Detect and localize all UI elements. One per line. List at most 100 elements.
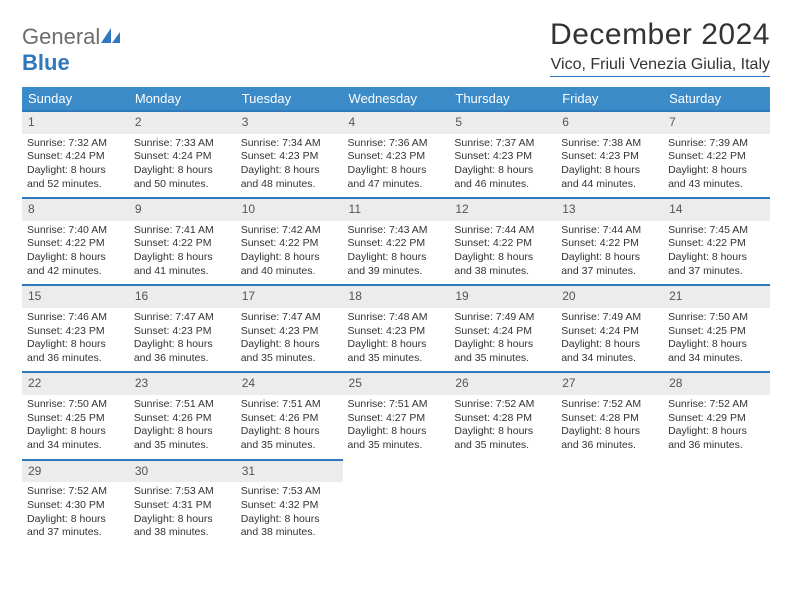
logo-text: General Blue [22, 24, 122, 76]
daylight: Daylight: 8 hoursand 38 minutes. [241, 513, 320, 539]
day-number-cell: 16 [129, 285, 236, 308]
day-number-cell: 20 [556, 285, 663, 308]
day-number-cell: 8 [22, 198, 129, 221]
sunset: Sunset: 4:22 PM [561, 237, 639, 249]
sunset: Sunset: 4:23 PM [134, 325, 212, 337]
sunrise: Sunrise: 7:52 AM [27, 485, 107, 497]
day-number-cell: 2 [129, 111, 236, 134]
daylight: Daylight: 8 hoursand 36 minutes. [668, 425, 747, 451]
sunset: Sunset: 4:22 PM [454, 237, 532, 249]
sunset: Sunset: 4:23 PM [241, 150, 319, 162]
daylight: Daylight: 8 hoursand 40 minutes. [241, 251, 320, 277]
sunrise: Sunrise: 7:44 AM [561, 224, 641, 236]
sunrise: Sunrise: 7:50 AM [668, 311, 748, 323]
day-info-cell: Sunrise: 7:37 AMSunset: 4:23 PMDaylight:… [449, 134, 556, 199]
sunrise: Sunrise: 7:39 AM [668, 137, 748, 149]
page-title: December 2024 [550, 18, 770, 52]
day-number-cell: 3 [236, 111, 343, 134]
day-info-cell: Sunrise: 7:46 AMSunset: 4:23 PMDaylight:… [22, 308, 129, 373]
day-number-cell: 26 [449, 372, 556, 395]
day-info-cell: Sunrise: 7:53 AMSunset: 4:32 PMDaylight:… [236, 482, 343, 546]
day-info-cell: Sunrise: 7:48 AMSunset: 4:23 PMDaylight:… [343, 308, 450, 373]
sunrise: Sunrise: 7:47 AM [241, 311, 321, 323]
sunrise: Sunrise: 7:42 AM [241, 224, 321, 236]
sunrise: Sunrise: 7:32 AM [27, 137, 107, 149]
day-info-cell: Sunrise: 7:44 AMSunset: 4:22 PMDaylight:… [449, 221, 556, 286]
logo-word-2: Blue [22, 50, 70, 75]
location-text: Vico, Friuli Venezia Giulia, Italy [550, 56, 770, 74]
logo-word-1: General [22, 24, 100, 49]
sunrise: Sunrise: 7:51 AM [134, 398, 214, 410]
sunrise: Sunrise: 7:52 AM [561, 398, 641, 410]
day-info-cell: Sunrise: 7:47 AMSunset: 4:23 PMDaylight:… [129, 308, 236, 373]
sunset: Sunset: 4:27 PM [348, 412, 426, 424]
daylight: Daylight: 8 hoursand 37 minutes. [561, 251, 640, 277]
sunset: Sunset: 4:29 PM [668, 412, 746, 424]
sunset: Sunset: 4:26 PM [241, 412, 319, 424]
day-info-cell: Sunrise: 7:49 AMSunset: 4:24 PMDaylight:… [449, 308, 556, 373]
daylight: Daylight: 8 hoursand 37 minutes. [27, 513, 106, 539]
sunset: Sunset: 4:22 PM [27, 237, 105, 249]
sunset: Sunset: 4:32 PM [241, 499, 319, 511]
day-number-cell: 23 [129, 372, 236, 395]
sunset: Sunset: 4:22 PM [668, 237, 746, 249]
title-block: December 2024 Vico, Friuli Venezia Giuli… [550, 18, 770, 77]
daylight: Daylight: 8 hoursand 47 minutes. [348, 164, 427, 190]
sunrise: Sunrise: 7:46 AM [27, 311, 107, 323]
day-info-cell: Sunrise: 7:42 AMSunset: 4:22 PMDaylight:… [236, 221, 343, 286]
day-number-cell: 9 [129, 198, 236, 221]
day-number-cell: 6 [556, 111, 663, 134]
sunrise: Sunrise: 7:33 AM [134, 137, 214, 149]
day-number-cell: 7 [663, 111, 770, 134]
sunset: Sunset: 4:23 PM [561, 150, 639, 162]
daylight: Daylight: 8 hoursand 35 minutes. [348, 338, 427, 364]
sunrise: Sunrise: 7:49 AM [454, 311, 534, 323]
calendar-head: SundayMondayTuesdayWednesdayThursdayFrid… [22, 87, 770, 111]
day-info-cell: Sunrise: 7:39 AMSunset: 4:22 PMDaylight:… [663, 134, 770, 199]
sunset: Sunset: 4:28 PM [561, 412, 639, 424]
day-info-cell: Sunrise: 7:50 AMSunset: 4:25 PMDaylight:… [22, 395, 129, 460]
daylight: Daylight: 8 hoursand 35 minutes. [348, 425, 427, 451]
daylight: Daylight: 8 hoursand 41 minutes. [134, 251, 213, 277]
day-number-cell: 11 [343, 198, 450, 221]
sunrise: Sunrise: 7:51 AM [241, 398, 321, 410]
sunset: Sunset: 4:22 PM [668, 150, 746, 162]
day-info-cell: Sunrise: 7:52 AMSunset: 4:29 PMDaylight:… [663, 395, 770, 460]
sunset: Sunset: 4:26 PM [134, 412, 212, 424]
sunrise: Sunrise: 7:47 AM [134, 311, 214, 323]
day-info-cell: Sunrise: 7:51 AMSunset: 4:26 PMDaylight:… [236, 395, 343, 460]
sunset: Sunset: 4:23 PM [241, 325, 319, 337]
sunrise: Sunrise: 7:36 AM [348, 137, 428, 149]
sunset: Sunset: 4:24 PM [454, 325, 532, 337]
sunset: Sunset: 4:25 PM [668, 325, 746, 337]
page-header: General Blue December 2024 Vico, Friuli … [22, 18, 770, 77]
daynum-row: 891011121314 [22, 198, 770, 221]
day-number-cell: 13 [556, 198, 663, 221]
title-divider [550, 76, 770, 77]
sunset: Sunset: 4:22 PM [134, 237, 212, 249]
info-row: Sunrise: 7:52 AMSunset: 4:30 PMDaylight:… [22, 482, 770, 546]
sunrise: Sunrise: 7:51 AM [348, 398, 428, 410]
sunrise: Sunrise: 7:37 AM [454, 137, 534, 149]
info-row: Sunrise: 7:32 AMSunset: 4:24 PMDaylight:… [22, 134, 770, 199]
daylight: Daylight: 8 hoursand 35 minutes. [454, 425, 533, 451]
daylight: Daylight: 8 hoursand 38 minutes. [134, 513, 213, 539]
info-row: Sunrise: 7:50 AMSunset: 4:25 PMDaylight:… [22, 395, 770, 460]
daynum-row: 22232425262728 [22, 372, 770, 395]
day-info-cell: Sunrise: 7:52 AMSunset: 4:28 PMDaylight:… [556, 395, 663, 460]
day-header: Tuesday [236, 87, 343, 111]
day-number-cell: 14 [663, 198, 770, 221]
day-header: Sunday [22, 87, 129, 111]
sunset: Sunset: 4:23 PM [454, 150, 532, 162]
day-header-row: SundayMondayTuesdayWednesdayThursdayFrid… [22, 87, 770, 111]
day-info-cell [663, 482, 770, 546]
day-number-cell: 19 [449, 285, 556, 308]
sunrise: Sunrise: 7:52 AM [454, 398, 534, 410]
sunset: Sunset: 4:23 PM [348, 150, 426, 162]
daylight: Daylight: 8 hoursand 39 minutes. [348, 251, 427, 277]
day-number-cell: 29 [22, 460, 129, 483]
day-number-cell: 18 [343, 285, 450, 308]
day-info-cell: Sunrise: 7:47 AMSunset: 4:23 PMDaylight:… [236, 308, 343, 373]
daylight: Daylight: 8 hoursand 50 minutes. [134, 164, 213, 190]
sunset: Sunset: 4:31 PM [134, 499, 212, 511]
